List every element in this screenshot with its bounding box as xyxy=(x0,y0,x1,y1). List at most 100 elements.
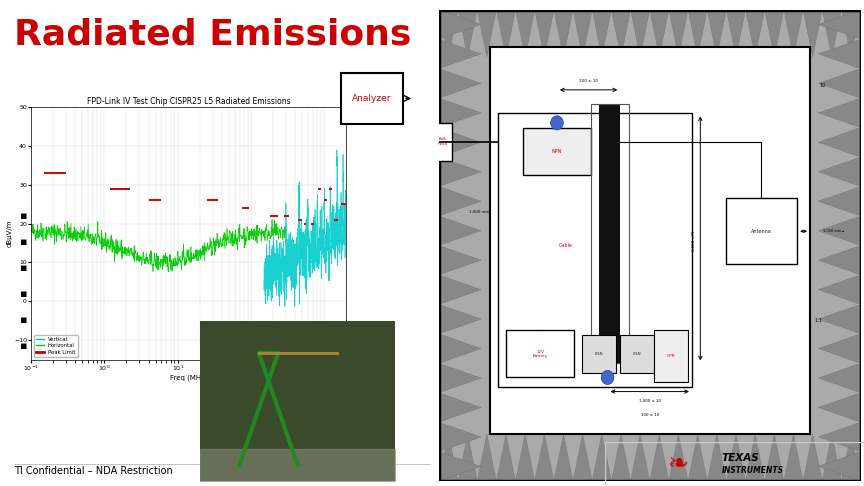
Bar xyxy=(340,73,403,123)
Text: LISN: LISN xyxy=(594,352,603,356)
Polygon shape xyxy=(439,334,481,364)
Text: ISO-11452-2: ISO-11452-2 xyxy=(36,288,114,300)
Text: ▪: ▪ xyxy=(20,289,28,299)
Polygon shape xyxy=(497,10,516,57)
Polygon shape xyxy=(842,10,861,57)
Polygon shape xyxy=(612,434,631,481)
Polygon shape xyxy=(803,434,823,481)
Circle shape xyxy=(601,370,614,384)
Bar xyxy=(524,128,591,175)
Bar xyxy=(620,335,654,373)
Polygon shape xyxy=(784,434,803,481)
Polygon shape xyxy=(818,10,861,39)
Polygon shape xyxy=(554,10,573,57)
Bar xyxy=(490,48,810,434)
Polygon shape xyxy=(631,434,650,481)
Polygon shape xyxy=(477,10,497,57)
Text: INSTRUMENTS: INSTRUMENTS xyxy=(721,466,784,475)
Polygon shape xyxy=(842,434,861,481)
Polygon shape xyxy=(439,216,481,245)
Text: 200 ± 10: 200 ± 10 xyxy=(579,79,598,83)
Text: NPN: NPN xyxy=(552,149,562,154)
Polygon shape xyxy=(818,128,861,157)
Polygon shape xyxy=(439,187,481,216)
Polygon shape xyxy=(592,10,612,57)
Text: Radiated Emissions: Radiated Emissions xyxy=(14,18,411,52)
Polygon shape xyxy=(708,10,727,57)
Polygon shape xyxy=(727,434,746,481)
Polygon shape xyxy=(477,434,497,481)
Polygon shape xyxy=(818,245,861,275)
Text: ▪: ▪ xyxy=(20,341,28,351)
Text: 100 ± 10: 100 ± 10 xyxy=(640,413,659,417)
Text: Others: Others xyxy=(36,340,78,352)
Polygon shape xyxy=(439,304,481,334)
Polygon shape xyxy=(818,98,861,128)
Text: TEXAS: TEXAS xyxy=(721,452,759,463)
Bar xyxy=(591,104,629,364)
Polygon shape xyxy=(818,451,861,481)
Polygon shape xyxy=(458,434,477,481)
Polygon shape xyxy=(439,98,481,128)
Text: CISPR25 L5:: CISPR25 L5: xyxy=(36,209,116,223)
Bar xyxy=(430,123,452,160)
Polygon shape xyxy=(669,434,688,481)
Polygon shape xyxy=(727,10,746,57)
Polygon shape xyxy=(784,10,803,57)
Text: ❧: ❧ xyxy=(667,452,688,476)
Polygon shape xyxy=(818,275,861,304)
Polygon shape xyxy=(535,434,554,481)
Polygon shape xyxy=(439,39,481,69)
Polygon shape xyxy=(554,434,573,481)
Bar xyxy=(582,335,616,373)
Text: GPR: GPR xyxy=(666,354,675,358)
Polygon shape xyxy=(439,364,481,393)
Bar xyxy=(498,113,692,387)
Polygon shape xyxy=(535,10,554,57)
Polygon shape xyxy=(439,393,481,422)
Polygon shape xyxy=(439,275,481,304)
Polygon shape xyxy=(439,245,481,275)
Text: 1,000 ± 10: 1,000 ± 10 xyxy=(638,399,661,402)
Bar xyxy=(599,104,620,364)
Text: RE-310 (Ford): RE-310 (Ford) xyxy=(36,236,122,248)
Polygon shape xyxy=(818,393,861,422)
Polygon shape xyxy=(516,10,535,57)
Polygon shape xyxy=(650,434,669,481)
Polygon shape xyxy=(592,434,612,481)
Polygon shape xyxy=(818,216,861,245)
Text: LISN: LISN xyxy=(632,352,641,356)
Polygon shape xyxy=(439,128,481,157)
Text: TI Confidential – NDA Restriction: TI Confidential – NDA Restriction xyxy=(14,466,173,476)
Title: FPD-Link IV Test Chip CISPR25 L5 Radiated Emissions: FPD-Link IV Test Chip CISPR25 L5 Radiate… xyxy=(87,97,290,106)
Polygon shape xyxy=(803,10,823,57)
Polygon shape xyxy=(823,10,842,57)
Text: ▪: ▪ xyxy=(20,211,28,221)
Polygon shape xyxy=(818,69,861,98)
Legend: Vertical, Horizontal, Peak Limit: Vertical, Horizontal, Peak Limit xyxy=(34,335,78,357)
Text: 10: 10 xyxy=(819,83,826,87)
Polygon shape xyxy=(818,334,861,364)
Text: 1,500 ±75: 1,500 ±75 xyxy=(692,230,696,251)
Polygon shape xyxy=(650,10,669,57)
Polygon shape xyxy=(688,10,708,57)
Polygon shape xyxy=(631,10,650,57)
Text: 1:1: 1:1 xyxy=(815,318,823,323)
Polygon shape xyxy=(612,10,631,57)
Text: ▪: ▪ xyxy=(20,237,28,247)
Text: 12V
Battery: 12V Battery xyxy=(532,349,548,358)
Polygon shape xyxy=(439,422,481,451)
Polygon shape xyxy=(746,10,765,57)
Circle shape xyxy=(550,116,563,130)
Text: TI test focus: TI test focus xyxy=(102,209,179,223)
X-axis label: Freq (MHz): Freq (MHz) xyxy=(170,375,207,381)
Polygon shape xyxy=(818,39,861,69)
Polygon shape xyxy=(818,187,861,216)
Bar xyxy=(506,330,574,378)
Text: ▪: ▪ xyxy=(20,315,28,325)
Polygon shape xyxy=(818,422,861,451)
Text: Cable: Cable xyxy=(558,243,572,248)
Polygon shape xyxy=(823,434,842,481)
Polygon shape xyxy=(573,10,592,57)
Text: 1,000 mm: 1,000 mm xyxy=(469,210,490,214)
